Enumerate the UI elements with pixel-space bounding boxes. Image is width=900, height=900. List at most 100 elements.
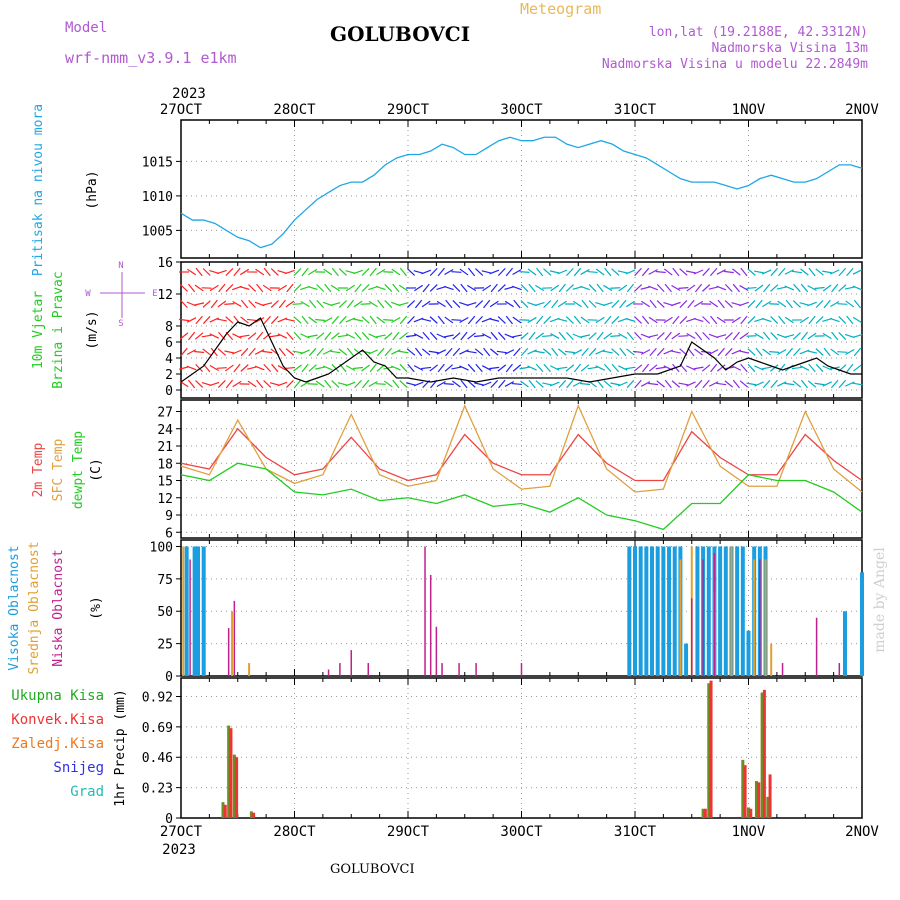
wind-arrow	[316, 299, 325, 309]
wind-arrow	[209, 364, 219, 372]
wind-arrow	[376, 347, 385, 357]
wind-arrow	[331, 363, 340, 373]
wind-arrow	[407, 363, 415, 373]
wind-arrow	[535, 315, 544, 325]
wind-arrow	[256, 283, 264, 293]
wind-arrow	[656, 300, 665, 308]
temp-line-2	[180, 462, 863, 531]
y-tick-label: 27	[157, 406, 173, 421]
wind-arrow	[550, 333, 560, 339]
wind-arrow	[747, 363, 756, 373]
ylabel-dewpt-temp: dewpt Temp	[71, 431, 86, 509]
wind-arrow	[324, 379, 332, 389]
wind-arrow	[481, 365, 492, 371]
wind-arrow	[754, 332, 764, 340]
wind-arrow	[838, 267, 847, 277]
wind-arrow	[293, 268, 302, 276]
cloud-bar	[339, 663, 341, 676]
compass-e: E	[152, 289, 157, 299]
wind-arrow	[807, 301, 817, 307]
wind-arrow	[315, 366, 326, 370]
wind-arrow	[747, 316, 756, 324]
wind-arrow	[293, 331, 302, 341]
y-tick-label: 2	[165, 368, 173, 383]
y-tick-label: 12	[157, 288, 173, 303]
wind-arrow	[634, 267, 642, 277]
wind-arrow	[611, 348, 620, 356]
altitude-label: Nadmorska Visina 13m	[711, 41, 868, 56]
precip-bar	[707, 683, 711, 818]
wind-arrow	[632, 350, 644, 354]
wind-arrow	[611, 268, 620, 276]
wind-arrow	[686, 381, 696, 387]
wind-arrow	[671, 380, 681, 388]
wind-arrow	[202, 268, 211, 276]
wind-arrow	[331, 332, 340, 340]
wind-arrow	[179, 332, 189, 340]
wind-arrow	[687, 299, 695, 309]
precip-bar	[701, 808, 705, 818]
wind-arrow	[762, 300, 772, 308]
wind-arrow	[180, 347, 188, 357]
wind-arrow	[520, 284, 529, 292]
x-tick-label-top: 2NOV	[845, 102, 879, 118]
wind-arrow	[823, 347, 831, 357]
wind-arrow	[240, 347, 249, 357]
wind-arrow	[815, 299, 824, 309]
wind-arrow	[610, 382, 621, 386]
wind-arrow	[511, 382, 522, 386]
wind-arrow	[815, 316, 824, 324]
wind-arrow	[481, 381, 492, 387]
wind-arrow	[558, 331, 567, 341]
x-tick-label-top: 31OCT	[614, 102, 657, 118]
wind-arrow	[648, 269, 658, 275]
wind-arrow	[271, 363, 279, 373]
wind-arrow	[527, 365, 537, 371]
wind-arrow	[286, 331, 294, 341]
wind-arrow	[755, 347, 763, 357]
wind-arrow	[543, 268, 552, 276]
wind-arrow	[732, 268, 741, 276]
wind-arrow	[724, 283, 733, 293]
wind-arrow	[708, 381, 719, 387]
wind-arrow	[345, 333, 356, 339]
wind-arrow	[844, 286, 855, 290]
cloud-bar	[815, 617, 818, 676]
wind-arrow	[345, 270, 356, 274]
wind-arrow	[285, 269, 295, 275]
wind-arrow	[263, 315, 271, 325]
wind-arrow	[413, 365, 424, 371]
wind-arrow	[369, 315, 377, 325]
wind-arrow	[678, 382, 689, 386]
wind-arrow	[322, 365, 333, 371]
wind-arrow	[717, 299, 725, 309]
wind-arrow	[180, 299, 188, 309]
wind-arrow	[256, 379, 264, 389]
wind-arrow	[702, 284, 711, 292]
cloud-bar	[672, 546, 677, 676]
wind-arrow	[361, 284, 370, 292]
y-tick-label: 9	[165, 509, 173, 524]
wind-arrow	[664, 379, 672, 389]
ylabel-sfc-temp: SFC Temp	[51, 439, 66, 502]
precip-bar	[762, 689, 766, 818]
wind-arrow	[641, 363, 650, 373]
wind-arrow	[550, 284, 560, 292]
wind-arrow	[610, 335, 621, 337]
precip-bar	[749, 808, 753, 818]
cloud-bar	[706, 546, 711, 676]
cloud-bar	[248, 663, 251, 676]
wind-arrow	[625, 300, 635, 308]
wind-arrow	[800, 283, 809, 293]
wind-arrow	[323, 317, 333, 323]
x-tick-label-top: 30OCT	[500, 102, 543, 118]
wind-arrow	[368, 333, 378, 339]
temp-line-0	[180, 427, 863, 482]
wind-arrow	[187, 283, 196, 293]
wind-arrow	[853, 299, 862, 309]
wind-arrow	[490, 379, 499, 389]
wind-arrow	[770, 379, 778, 389]
wind-arrow	[617, 270, 628, 274]
cloud-bar	[764, 559, 767, 676]
wind-arrow	[392, 331, 400, 341]
